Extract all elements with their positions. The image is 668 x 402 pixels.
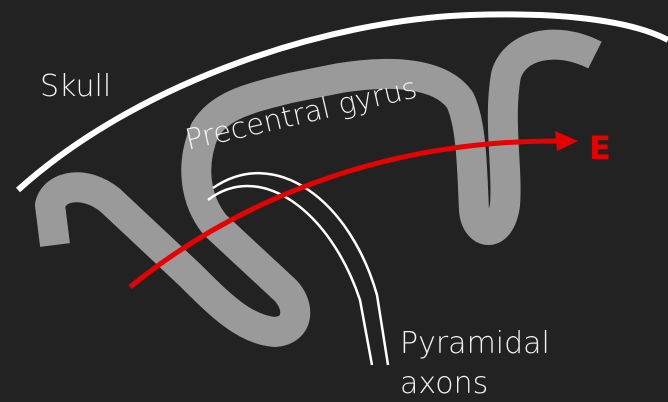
axon xyxy=(207,184,374,366)
axon xyxy=(212,171,390,366)
output-label: E xyxy=(589,129,611,167)
skull-line xyxy=(15,11,668,193)
axons-label: axons xyxy=(400,366,488,401)
skull-label: Skull xyxy=(40,69,111,104)
axons-label: Pyramidal xyxy=(400,326,550,361)
arrow-head xyxy=(555,131,578,151)
gyrus xyxy=(35,29,602,347)
arrow-shaft xyxy=(128,138,561,289)
